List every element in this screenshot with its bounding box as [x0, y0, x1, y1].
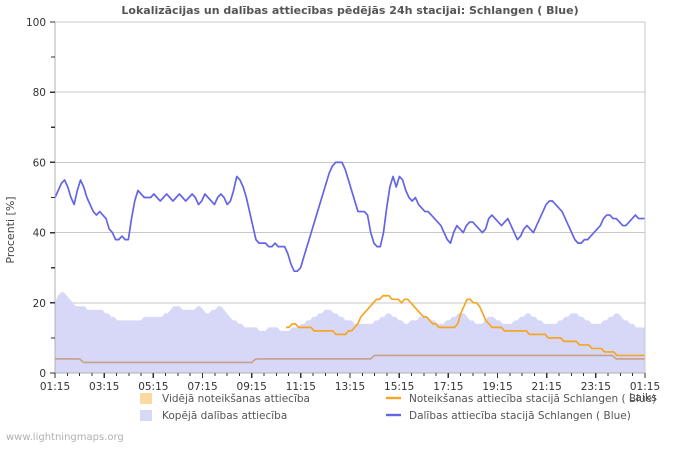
svg-text:03:15: 03:15 — [89, 381, 119, 393]
svg-text:07:15: 07:15 — [187, 381, 217, 393]
gridlines — [55, 21, 645, 304]
y-tick-labels: 0 20 40 60 80 100 — [26, 17, 46, 380]
x-tick-labels: 01:15 03:15 05:15 07:15 09:15 11:15 13:15 15:15… — [40, 381, 660, 393]
svg-text:21:15: 21:15 — [532, 381, 562, 393]
svg-text:15:15: 15:15 — [384, 381, 414, 393]
svg-text:0: 0 — [39, 368, 46, 380]
legend-swatch — [140, 410, 152, 421]
legend-label: Vidējā noteikšanas attiecība — [162, 393, 310, 405]
svg-text:100: 100 — [26, 17, 46, 29]
legend-swatch — [140, 393, 152, 404]
svg-text:20: 20 — [33, 298, 46, 310]
legend-label: Dalības attiecība stacijā Schlangen ( Bl… — [409, 410, 631, 422]
watermark: www.lightningmaps.org — [6, 432, 124, 443]
line-series-group — [54, 161, 645, 364]
legend-label: Noteikšanas attiecība stacijā Schlangen … — [409, 393, 656, 405]
line-detection_station — [286, 294, 645, 357]
x-axis-title: Laiks — [629, 391, 657, 404]
svg-text:13:15: 13:15 — [335, 381, 365, 393]
svg-text:23:15: 23:15 — [581, 381, 611, 393]
chart-title: Lokalizācijas un dalības attiecības pēdē… — [121, 4, 579, 17]
svg-text:01:15: 01:15 — [40, 381, 70, 393]
y-axis-title: Procenti [%] — [4, 196, 17, 263]
svg-text:01:15: 01:15 — [630, 381, 660, 393]
axes-group — [50, 21, 646, 378]
area-series-group — [55, 292, 645, 373]
svg-text:19:15: 19:15 — [482, 381, 512, 393]
legend-label: Kopējā dalības attiecība — [162, 410, 287, 422]
svg-text:60: 60 — [33, 157, 46, 169]
svg-text:09:15: 09:15 — [237, 381, 267, 393]
svg-text:40: 40 — [33, 228, 46, 240]
svg-text:80: 80 — [33, 87, 46, 99]
legend: Vidējā noteikšanas attiecība Noteikšanas … — [140, 393, 656, 422]
area-total_participation — [55, 292, 645, 373]
line-participation_station — [54, 161, 645, 273]
svg-text:05:15: 05:15 — [138, 381, 168, 393]
svg-text:17:15: 17:15 — [433, 381, 463, 393]
line-avg_detection — [55, 354, 645, 364]
svg-text:11:15: 11:15 — [286, 381, 316, 393]
